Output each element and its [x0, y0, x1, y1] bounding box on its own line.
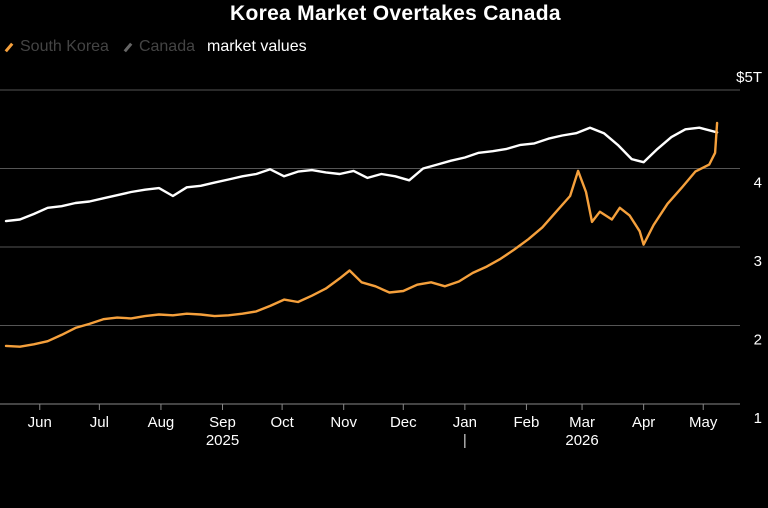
series-lines — [4, 121, 719, 348]
x-tick-label: Apr — [632, 414, 655, 431]
x-tick-label: Aug — [148, 414, 175, 431]
chart-title: Korea Market Overtakes Canada — [230, 2, 561, 25]
series-line-canada — [4, 126, 719, 223]
legend-item-south-korea: South Korea — [0, 38, 109, 56]
x-tick-label: Mar — [569, 414, 595, 431]
legend: South Korea Canada market values — [0, 38, 307, 56]
x-tick-label: Jan — [453, 414, 477, 431]
y-tick-label: $5T — [736, 69, 762, 86]
axis-labels: $5T 4 3 2 1 Jun Jul Aug Sep Oct Nov Dec Jan Feb Mar Apr… — [28, 69, 762, 449]
gridlines — [0, 89, 740, 405]
x-tick-label: Jul — [90, 414, 109, 431]
year-label: 2026 — [565, 432, 598, 449]
x-tick-label: Feb — [514, 414, 540, 431]
legend-label-south-korea: South Korea — [20, 38, 109, 55]
x-tick-label: Jun — [28, 414, 52, 431]
series-line-south-korea — [4, 121, 719, 348]
year-label: 2025 — [206, 432, 239, 449]
x-tick-label: Dec — [390, 414, 417, 431]
y-tick-label: 1 — [754, 410, 762, 427]
x-tick-label: Sep — [209, 414, 236, 431]
x-tick-label: Oct — [270, 414, 294, 431]
y-tick-label: 2 — [754, 332, 762, 349]
y-tick-label: 3 — [754, 253, 762, 270]
chart-subtitle: market values — [207, 38, 307, 55]
legend-item-canada: Canada — [119, 38, 195, 56]
legend-label-canada: Canada — [138, 38, 195, 55]
y-tick-label: 4 — [754, 175, 762, 192]
x-tick-label: May — [689, 414, 718, 431]
x-tick-label: Nov — [330, 414, 357, 431]
